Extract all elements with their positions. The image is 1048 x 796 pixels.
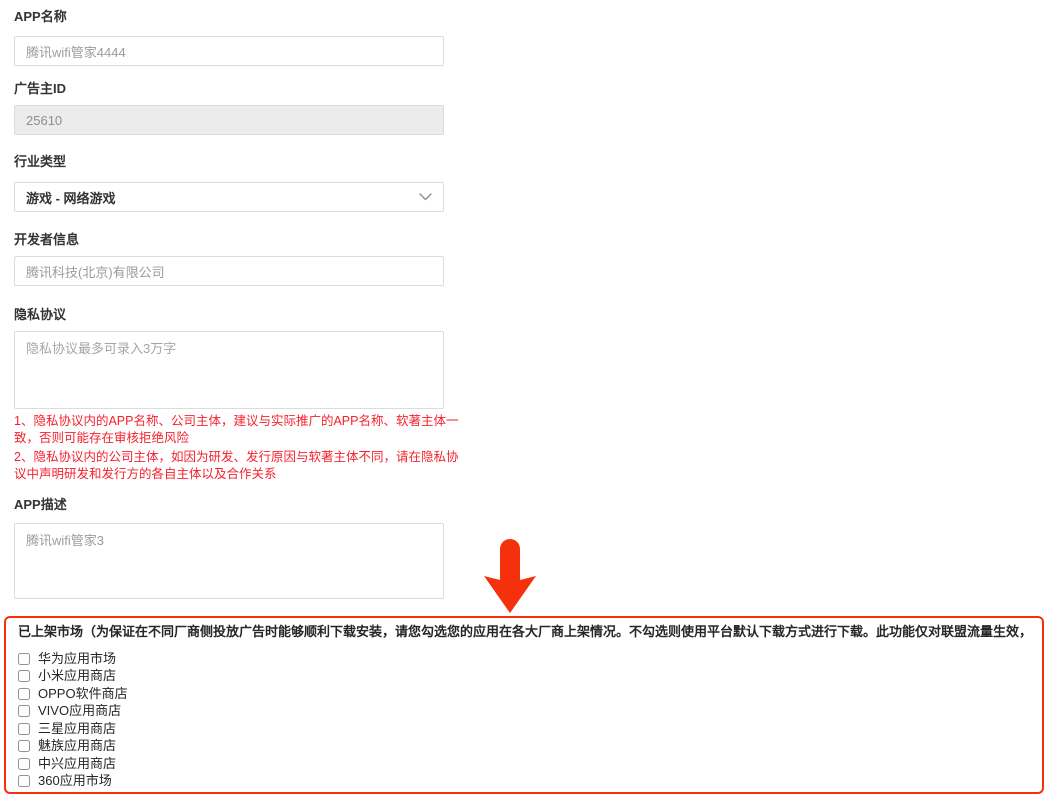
app-description-label: APP描述	[14, 497, 67, 512]
store-row-zte[interactable]: 中兴应用商店	[18, 755, 1030, 773]
store-label: VIVO应用商店	[38, 703, 122, 719]
app-description-textarea[interactable]: 腾讯wifi管家3	[14, 523, 444, 599]
privacy-warnings: 1、隐私协议内的APP名称、公司主体，建议与实际推广的APP名称、软著主体一致，…	[14, 413, 464, 482]
store-label: 魅族应用商店	[38, 738, 117, 754]
checkbox-unchecked-icon[interactable]	[18, 757, 30, 770]
industry-type-value: 游戏 - 网络游戏	[26, 190, 116, 206]
store-row-oppo[interactable]: OPPO软件商店	[18, 685, 1030, 703]
checkbox-unchecked-icon[interactable]	[18, 705, 30, 718]
checkbox-unchecked-icon[interactable]	[18, 687, 30, 700]
market-section-highlight-box: 已上架市场（为保证在不同厂商侧投放广告时能够顺利下载安装，请您勾选您的应用在各大…	[4, 616, 1044, 794]
store-label: OPPO软件商店	[38, 685, 128, 701]
store-row-vivo[interactable]: VIVO应用商店	[18, 703, 1030, 721]
app-name-label: APP名称	[14, 9, 67, 24]
field-app-name: APP名称	[14, 10, 460, 66]
store-row-meizu[interactable]: 魅族应用商店	[18, 738, 1030, 756]
store-label: 中兴应用商店	[38, 755, 117, 771]
annotation-down-arrow-icon	[484, 539, 536, 613]
field-advertiser-id: 广告主ID	[14, 82, 460, 135]
privacy-agreement-textarea[interactable]	[14, 331, 444, 409]
advertiser-id-label: 广告主ID	[14, 81, 67, 96]
store-row-360[interactable]: 360应用市场	[18, 773, 1030, 791]
privacy-agreement-label: 隐私协议	[14, 307, 67, 322]
developer-info-label: 开发者信息	[14, 232, 80, 247]
store-label: 华为应用市场	[38, 650, 117, 666]
field-industry-type: 行业类型 游戏 - 网络游戏	[14, 155, 460, 212]
checkbox-unchecked-icon[interactable]	[18, 740, 30, 753]
checkbox-unchecked-icon[interactable]	[18, 722, 30, 735]
form-column: APP名称 广告主ID 行业类型 游戏 - 网络游戏 开发者信息 隐私协议	[0, 0, 460, 599]
store-row-xiaomi[interactable]: 小米应用商店	[18, 668, 1030, 686]
store-row-huawei[interactable]: 华为应用市场	[18, 650, 1030, 668]
store-row-samsung[interactable]: 三星应用商店	[18, 720, 1030, 738]
privacy-warning-2: 2、隐私协议内的公司主体，如因为研发、发行原因与软著主体不同，请在隐私协议中声明…	[14, 450, 459, 481]
checkbox-unchecked-icon[interactable]	[18, 652, 30, 665]
privacy-warning-1: 1、隐私协议内的APP名称、公司主体，建议与实际推广的APP名称、软著主体一致，…	[14, 414, 459, 445]
market-section-heading: 已上架市场（为保证在不同厂商侧投放广告时能够顺利下载安装，请您勾选您的应用在各大…	[18, 624, 1030, 639]
field-privacy-agreement: 隐私协议 1、隐私协议内的APP名称、公司主体，建议与实际推广的APP名称、软著…	[14, 308, 460, 482]
developer-info-input[interactable]	[14, 256, 444, 286]
industry-type-select[interactable]: 游戏 - 网络游戏	[14, 182, 444, 212]
industry-type-label: 行业类型	[14, 154, 67, 169]
advertiser-id-input	[14, 105, 444, 135]
store-label: 360应用市场	[38, 773, 112, 789]
store-label: 三星应用商店	[38, 720, 117, 736]
store-label: 小米应用商店	[38, 668, 117, 684]
field-developer-info: 开发者信息	[14, 233, 460, 286]
chevron-down-icon	[419, 193, 432, 201]
checkbox-unchecked-icon[interactable]	[18, 670, 30, 683]
app-name-input[interactable]	[14, 36, 444, 66]
checkbox-unchecked-icon[interactable]	[18, 775, 30, 788]
field-app-description: APP描述 腾讯wifi管家3	[14, 498, 460, 599]
